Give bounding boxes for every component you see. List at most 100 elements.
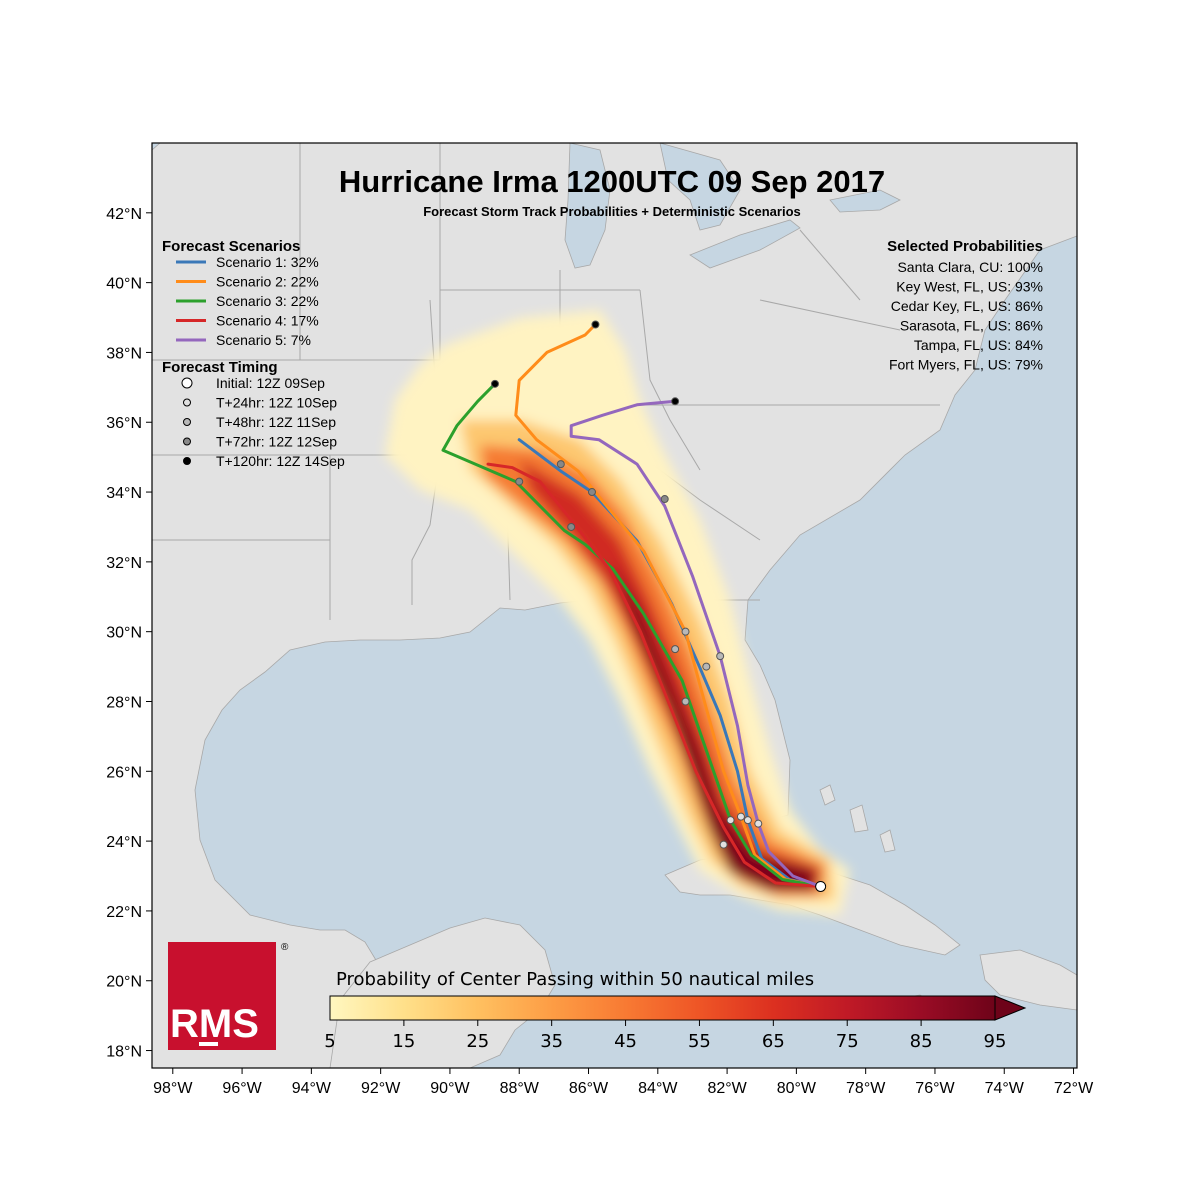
selected-probability-item: Fort Myers, FL, US: 79% xyxy=(889,357,1043,373)
selected-probability-item: Santa Clara, CU: 100% xyxy=(897,259,1043,275)
longitude-axis: 98°W 96°W 94°W 92°W 90°W 88°W 86°W 84°W 82°W 80°W… xyxy=(153,1068,1094,1097)
selected-probability-item: Tampa, FL, US: 84% xyxy=(914,337,1043,353)
track-marker xyxy=(515,477,524,486)
lon-tick-label: 88°W xyxy=(500,1080,540,1097)
lat-tick-label: 20°N xyxy=(106,974,142,991)
lon-tick-label: 86°W xyxy=(569,1080,609,1097)
colorbar-tick-label: 25 xyxy=(466,1031,489,1052)
track-marker xyxy=(716,652,725,661)
rms-logo-underline xyxy=(199,1042,218,1046)
track-marker xyxy=(754,819,763,828)
track-marker xyxy=(681,697,690,706)
rms-logo-box xyxy=(168,942,276,1050)
scenario-legend-label: Scenario 1: 32% xyxy=(216,254,319,270)
map-body xyxy=(152,143,1077,1068)
lon-tick-label: 92°W xyxy=(361,1080,401,1097)
colorbar: Probability of Center Passing within 50 … xyxy=(324,969,1027,1052)
track-scenario-4 xyxy=(486,462,823,888)
timing-legend-heading: Forecast Timing xyxy=(162,359,278,376)
lon-tick-label: 78°W xyxy=(846,1080,886,1097)
lon-tick-label: 82°W xyxy=(707,1080,747,1097)
selected-probability-item: Sarasota, FL, US: 86% xyxy=(900,318,1043,334)
lat-tick-label: 36°N xyxy=(106,415,142,432)
map-title: Hurricane Irma 1200UTC 09 Sep 2017 xyxy=(339,164,885,199)
track-scenario-3 xyxy=(441,382,823,888)
track-marker xyxy=(591,320,600,329)
colorbar-tick-label: 65 xyxy=(762,1031,785,1052)
lat-tick-label: 24°N xyxy=(106,834,142,851)
colorbar-tick-label: 35 xyxy=(540,1031,563,1052)
track-scenario-1 xyxy=(517,438,823,888)
colorbar-tick-label: 55 xyxy=(688,1031,711,1052)
track-marker xyxy=(671,397,680,406)
track-marker xyxy=(567,522,576,531)
timing-legend-label: Initial: 12Z 09Sep xyxy=(216,375,325,391)
track-marker xyxy=(671,645,680,654)
lon-tick-label: 90°W xyxy=(430,1080,470,1097)
lat-tick-label: 22°N xyxy=(106,904,142,921)
timing-legend-marker xyxy=(183,437,191,446)
track-marker xyxy=(587,488,596,497)
track-marker xyxy=(719,840,728,849)
lake-huron xyxy=(659,143,741,231)
selected-probabilities-heading: Selected Probabilities xyxy=(887,238,1043,255)
colorbar-tick-label: 75 xyxy=(836,1031,859,1052)
timing-legend-marker xyxy=(181,377,193,389)
lake-michigan xyxy=(564,143,611,269)
yucatan-peninsula xyxy=(329,917,556,1068)
lat-tick-label: 34°N xyxy=(106,485,142,502)
lake-ontario xyxy=(829,189,901,213)
scenario-legend-label: Scenario 5: 7% xyxy=(216,332,311,348)
track-scenario-2 xyxy=(514,323,823,888)
lon-tick-label: 98°W xyxy=(153,1080,193,1097)
latitude-axis: 18°N 20°N 22°N 24°N 26°N 28°N 30°N 32°N 34°N 36°N… xyxy=(106,206,152,1061)
timing-legend-marker xyxy=(183,418,191,426)
swath-band-65 xyxy=(520,460,820,892)
map-subtitle: Forecast Storm Track Probabilities + Det… xyxy=(423,204,801,219)
colorbar-tick-label: 45 xyxy=(614,1031,637,1052)
lat-tick-label: 42°N xyxy=(106,206,142,223)
colorbar-tick-label: 15 xyxy=(392,1031,415,1052)
lat-tick-label: 32°N xyxy=(106,555,142,572)
track-marker xyxy=(660,495,669,504)
lat-tick-label: 26°N xyxy=(106,764,142,781)
track-marker xyxy=(556,460,565,469)
scenario-legend: Forecast Scenarios Scenario 1: 32% Scenar… xyxy=(162,238,345,469)
registered-mark: ® xyxy=(281,942,289,953)
rms-logo-text: RMS xyxy=(170,1002,259,1046)
timing-legend-label: T+48hr: 12Z 11Sep xyxy=(216,414,336,430)
lat-tick-label: 28°N xyxy=(106,694,142,711)
timing-legend-marker xyxy=(183,457,191,465)
timing-legend-label: T+120hr: 12Z 14Sep xyxy=(216,453,345,469)
scenario-legend-label: Scenario 2: 22% xyxy=(216,274,319,290)
lon-tick-label: 84°W xyxy=(638,1080,678,1097)
track-marker xyxy=(743,816,752,825)
colorbar-tick-label: 5 xyxy=(324,1031,335,1052)
selected-probabilities: Selected Probabilities Santa Clara, CU: … xyxy=(887,238,1043,373)
track-marker xyxy=(726,816,735,825)
colorbar-ticks: 5 15 25 35 45 55 65 75 85 95 xyxy=(324,1020,1006,1052)
colorbar-extend-arrow xyxy=(994,995,1027,1021)
colorbar-tick-label: 95 xyxy=(984,1031,1007,1052)
lon-tick-label: 94°W xyxy=(292,1080,332,1097)
selected-probability-item: Key West, FL, US: 93% xyxy=(896,279,1043,295)
scenario-legend-label: Scenario 4: 17% xyxy=(216,313,319,329)
hispaniola xyxy=(979,949,1077,1011)
lon-tick-label: 76°W xyxy=(915,1080,955,1097)
map-frame xyxy=(151,142,1078,1069)
lon-tick-label: 72°W xyxy=(1054,1080,1094,1097)
track-scenario-5 xyxy=(569,399,823,888)
bahamas xyxy=(819,784,896,853)
scenario-tracks xyxy=(441,323,823,888)
rms-logo: RMS ® xyxy=(168,942,289,1050)
lake-superior xyxy=(152,143,161,151)
swath-band-85 xyxy=(610,560,815,890)
lake-erie xyxy=(689,219,801,269)
lat-tick-label: 30°N xyxy=(106,625,142,642)
lon-tick-label: 96°W xyxy=(222,1080,262,1097)
colorbar-title: Probability of Center Passing within 50 … xyxy=(336,969,814,990)
timing-markers xyxy=(490,320,827,892)
colorbar-gradient xyxy=(329,995,996,1021)
scenario-legend-label: Scenario 3: 22% xyxy=(216,293,319,309)
